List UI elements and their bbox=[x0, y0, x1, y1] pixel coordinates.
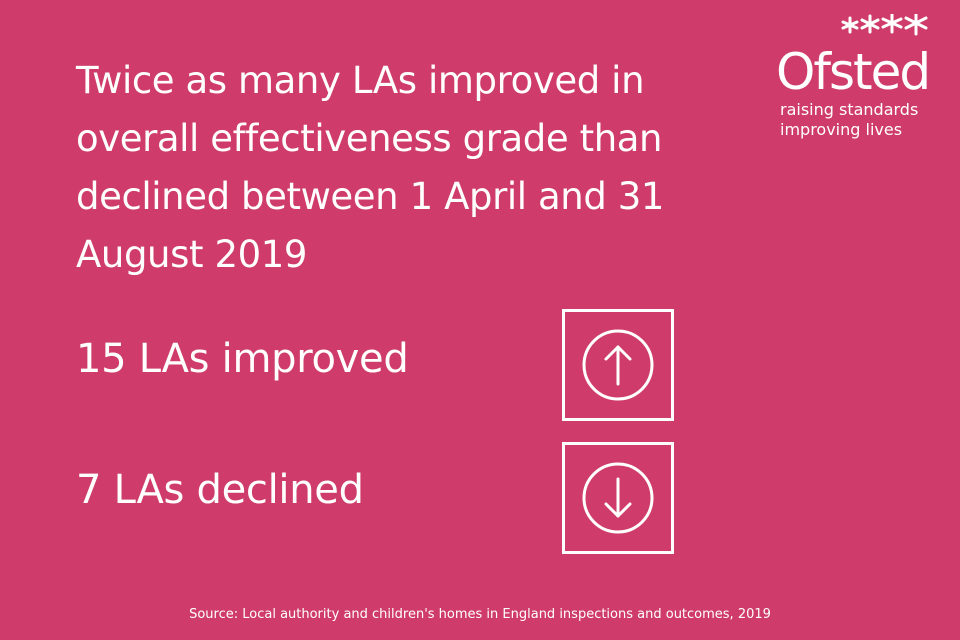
logo-tagline-line-2: improving lives bbox=[780, 120, 903, 139]
improved-icon-box bbox=[562, 309, 674, 421]
stars-icon bbox=[841, 14, 928, 36]
headline: Twice as many LAs improved in overall ef… bbox=[76, 59, 665, 276]
declined-stat-label: 7 LAs declined bbox=[76, 467, 364, 513]
logo-wordmark: Ofsted bbox=[776, 43, 931, 101]
arrow-down-circle-icon bbox=[582, 462, 654, 534]
improved-stat-label: 15 LAs improved bbox=[76, 336, 409, 382]
ofsted-logo: Ofsted raising standards improving lives bbox=[770, 14, 950, 144]
source-note: Source: Local authority and children's h… bbox=[189, 607, 771, 622]
declined-icon-box bbox=[562, 442, 674, 554]
logo-tagline-line-1: raising standards bbox=[780, 100, 919, 119]
arrow-up-circle-icon bbox=[582, 329, 654, 401]
